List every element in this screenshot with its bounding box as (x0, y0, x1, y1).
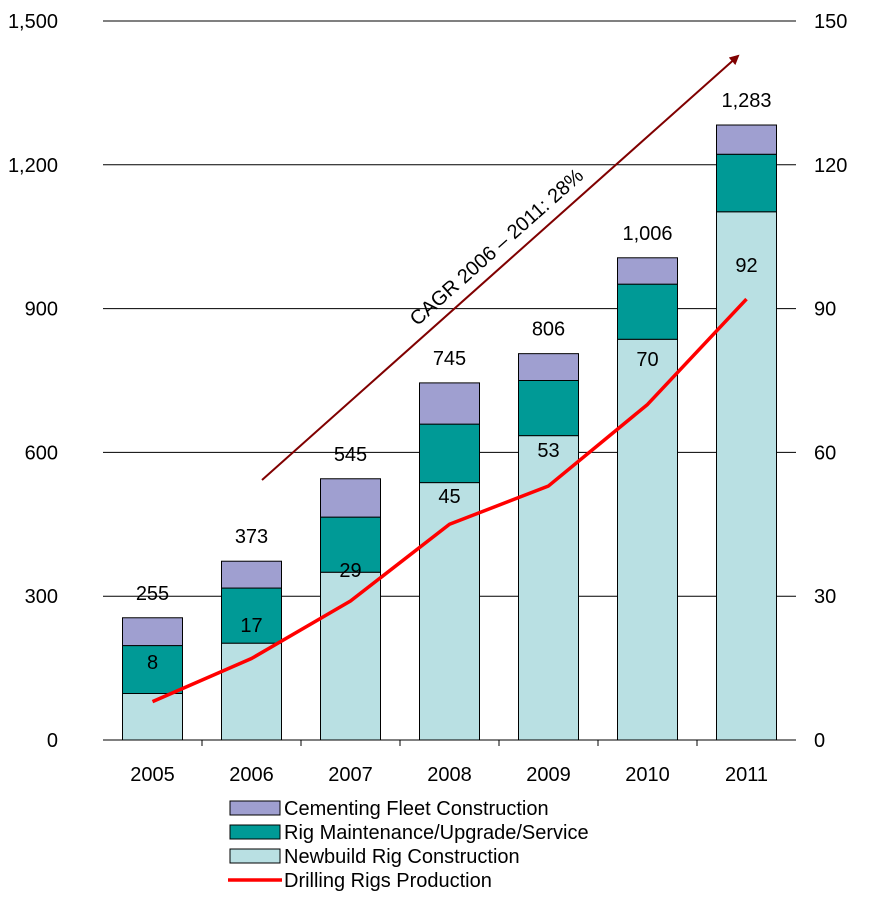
y-left-tick-label: 1,200 (8, 155, 58, 177)
x-tick-label: 2010 (625, 764, 670, 786)
line-value-label: 8 (147, 652, 158, 674)
bar-segment (419, 423, 480, 484)
bar-segment (716, 124, 777, 155)
cagr-label: CAGR 2006 – 2011: 28% (406, 165, 588, 331)
bar-segment (122, 617, 183, 647)
bar-segment (221, 560, 282, 589)
legend-label: Rig Maintenance/Upgrade/Service (284, 822, 589, 844)
line-value-label: 45 (438, 486, 460, 508)
x-tick-label: 2011 (725, 764, 768, 786)
bar-segment (716, 153, 777, 213)
y-left-tick-label: 0 (47, 730, 58, 752)
legend-swatch (229, 824, 281, 840)
x-tick-label: 2009 (526, 764, 571, 786)
bar-segment (419, 382, 480, 425)
y-right-tick-label: 60 (814, 442, 836, 464)
x-tick-label: 2005 (130, 764, 175, 786)
bar-segment (716, 211, 777, 741)
drilling-rigs-line (151, 297, 748, 704)
bar-segment (419, 482, 480, 741)
legend-swatch (229, 800, 281, 816)
y-right-tick-label: 90 (814, 299, 836, 321)
bar-total-label: 806 (532, 319, 565, 341)
line-value-label: 17 (240, 615, 262, 637)
bars (122, 124, 777, 741)
y-left-tick-label: 300 (25, 586, 58, 608)
bar-total-label: 1,006 (622, 223, 672, 245)
bar-total-label: 1,283 (721, 90, 771, 112)
bar-segment (617, 283, 678, 340)
bar-segment (122, 645, 183, 695)
line-value-label: 92 (735, 255, 757, 277)
axes: 0 300 600 900 1,200 1,500 0 30 60 90 120 150 2005 200… (8, 11, 847, 786)
line-value-label: 53 (537, 440, 559, 462)
bar-total-label: 373 (235, 526, 268, 548)
bar-segment (617, 338, 678, 741)
line-value-label: 70 (636, 349, 658, 371)
y-right-tick-label: 150 (814, 11, 847, 33)
legend-swatch (229, 848, 281, 864)
bar-total-label: 745 (433, 348, 466, 370)
x-tick-label: 2006 (229, 764, 274, 786)
y-left-tick-label: 1,500 (8, 11, 58, 33)
bar-segment (518, 353, 579, 381)
y-left-tick-label: 600 (25, 442, 58, 464)
gridlines (103, 20, 796, 597)
x-tick-label: 2007 (328, 764, 373, 786)
y-left-tick-label: 900 (25, 299, 58, 321)
bar-segment (617, 257, 678, 285)
bar-total-label: 545 (334, 444, 367, 466)
y-right-tick-label: 0 (814, 730, 825, 752)
y-right-tick-label: 120 (814, 155, 847, 177)
bar-segment (518, 380, 579, 437)
bar-segment (320, 478, 381, 518)
cagr-arrow (261, 54, 740, 481)
line-value-label: 29 (339, 560, 361, 582)
bar-segment (518, 435, 579, 741)
y-right-tick-label: 30 (814, 586, 836, 608)
bar-total-label: 255 (136, 583, 169, 605)
legend-label: Drilling Rigs Production (284, 870, 492, 892)
data-labels: 255 373 545 745 806 1,006 1,283 8 17 29 45 53 70 92 (136, 90, 772, 674)
x-tick-label: 2008 (427, 764, 472, 786)
line-series (151, 297, 748, 704)
legend-label: Cementing Fleet Construction (284, 798, 549, 820)
legend-label: Newbuild Rig Construction (284, 846, 520, 868)
bar-segment (320, 571, 381, 741)
